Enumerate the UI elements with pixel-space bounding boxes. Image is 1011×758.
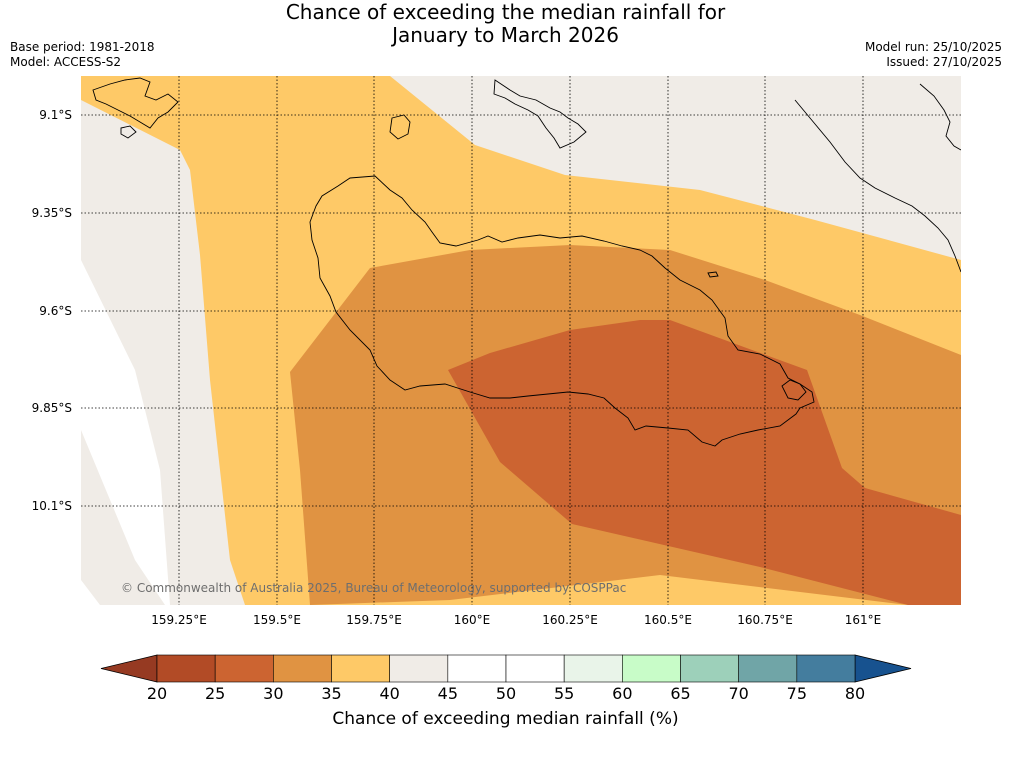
small-islet-nw [120,125,137,139]
colorbar-tick-label: 40 [379,684,399,703]
colorbar-cell [214,654,274,683]
lat-label-9-85: 9.85°S [32,401,72,415]
lat-label-9-35: 9.35°S [32,206,72,220]
title-line-1: Chance of exceeding the median rainfall … [285,0,726,24]
meta-right: Model run: 25/10/2025 Issued: 27/10/2025 [865,40,1002,70]
colorbar-tick-label: 20 [147,684,167,703]
colorbar-tick-label: 75 [787,684,807,703]
lat-label-10-1: 10.1°S [32,499,72,513]
issued-text: Issued: 27/10/2025 [886,55,1002,69]
lon-label-160: 160°E [454,613,491,627]
islet-east [707,271,719,278]
lon-label-160-75: 160.75°E [737,613,793,627]
colorbar-tick-label: 60 [612,684,632,703]
malaita-coast [794,99,961,273]
lon-label-161: 161°E [845,613,882,627]
colorbar-tick-label: 70 [728,684,748,703]
colorbar-tick-labels: 20 25 30 35 40 45 50 55 60 65 70 75 80 [147,684,865,703]
colorbar-tick-label: 45 [438,684,458,703]
lon-label-160-5: 160.5°E [644,613,692,627]
lon-label-160-25: 160.25°E [542,613,598,627]
lon-label-159-75: 159.75°E [346,613,402,627]
colorbar-cell [622,654,681,683]
model-text: Model: ACCESS-S2 [10,55,122,69]
colorbar-tick-label: 30 [263,684,283,703]
lon-label-159-25: 159.25°E [151,613,207,627]
lat-label-9-6: 9.6°S [39,304,72,318]
lon-labels: 159.25°E 159.5°E 159.75°E 160°E 160.25°E… [151,613,881,627]
colorbar-cell [505,654,565,683]
base-period-text: Base period: 1981-2018 [10,40,155,54]
map-panel: © Commonwealth of Australia 2025, Bureau… [81,76,961,605]
colorbar-cell [331,654,390,683]
lon-label-159-5: 159.5°E [253,613,301,627]
east-islets [919,83,961,151]
guadalcanal-coast [309,175,815,447]
colorbar-tick-label: 35 [321,684,341,703]
model-run-text: Model run: 25/10/2025 [864,40,1002,54]
band-25-30 [448,320,961,605]
colorbar-tick-label: 80 [845,684,865,703]
lat-labels: 9.1°S 9.35°S 9.6°S 9.85°S 10.1°S [32,108,72,513]
colorbar-cell [563,654,623,683]
colorbar-tick-label: 25 [205,684,225,703]
colorbar: 20 25 30 35 40 45 50 55 60 65 70 75 80 [100,654,912,703]
colorbar-tick-label: 55 [554,684,574,703]
colorbar-cell [680,654,739,683]
tulagi-islands [493,79,587,149]
colorbar-cell [389,654,449,683]
colorbar-cell [738,654,798,683]
colorbar-cell [796,654,856,683]
gridlines [81,76,961,605]
colorbar-cell [156,654,216,683]
colorbar-cells [156,654,856,683]
lat-label-9-1: 9.1°S [39,108,72,122]
meta-left: Base period: 1981-2018 Model: ACCESS-S2 [10,40,155,70]
colorbar-label: Chance of exceeding median rainfall (%) [332,709,679,729]
colorbar-under-arrow [100,654,158,683]
colorbar-cell [273,654,332,683]
colorbar-tick-label: 50 [496,684,516,703]
colorbar-cell [447,654,507,683]
title-line-2: January to March 2026 [392,23,619,47]
copyright-text: © Commonwealth of Australia 2025, Bureau… [121,581,626,595]
colorbar-tick-label: 65 [670,684,690,703]
colorbar-over-arrow [854,654,912,683]
coastline [92,77,961,447]
russell-islands [92,77,179,129]
marau-sound [781,379,807,401]
